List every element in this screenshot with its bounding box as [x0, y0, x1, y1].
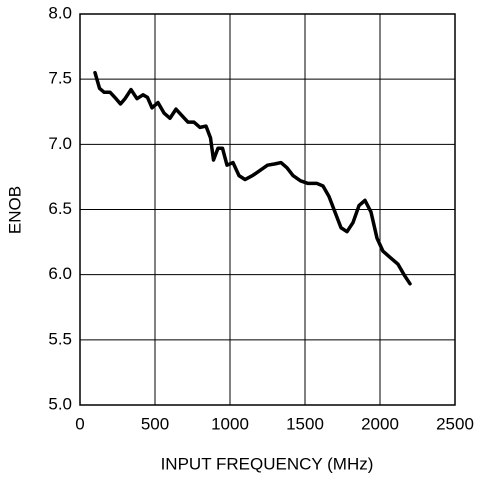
- x-tick-label: 500: [141, 414, 169, 433]
- y-tick-label: 7.0: [48, 134, 72, 153]
- y-tick-label: 5.5: [48, 329, 72, 348]
- y-tick-label: 5.0: [48, 394, 72, 413]
- y-axis-label: ENOB: [5, 186, 24, 234]
- x-tick-label: 2500: [436, 414, 474, 433]
- data-line: [93, 70, 412, 286]
- y-tick-label: 7.5: [48, 69, 72, 88]
- x-tick-label: 0: [75, 414, 84, 433]
- x-axis-label: INPUT FREQUENCY (MHz): [161, 454, 374, 473]
- x-tick-label: 2000: [361, 414, 399, 433]
- plot-frame: [79, 13, 456, 406]
- x-tick-label: 1500: [286, 414, 324, 433]
- y-tick-label: 6.5: [48, 199, 72, 218]
- y-tick-label: 8.0: [48, 3, 72, 22]
- x-tick-label: 1000: [211, 414, 249, 433]
- y-tick-label: 6.0: [48, 264, 72, 283]
